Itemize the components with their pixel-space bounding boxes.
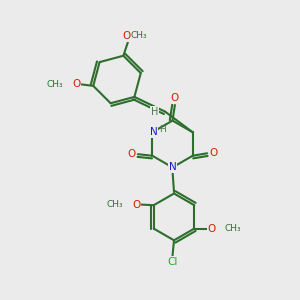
Text: O: O	[128, 149, 136, 159]
Text: N: N	[150, 127, 158, 137]
Text: O: O	[133, 200, 141, 210]
Text: Cl: Cl	[167, 257, 178, 267]
Text: CH₃: CH₃	[106, 200, 123, 209]
Text: H: H	[159, 125, 166, 134]
Text: O: O	[171, 93, 179, 103]
Text: N: N	[169, 162, 176, 172]
Text: CH₃: CH₃	[131, 31, 147, 40]
Text: H: H	[151, 106, 158, 117]
Text: CH₃: CH₃	[225, 224, 242, 233]
Text: O: O	[123, 31, 131, 41]
Text: O: O	[209, 148, 217, 158]
Text: CH₃: CH₃	[46, 80, 63, 89]
Text: O: O	[73, 80, 81, 89]
Text: O: O	[207, 224, 215, 234]
